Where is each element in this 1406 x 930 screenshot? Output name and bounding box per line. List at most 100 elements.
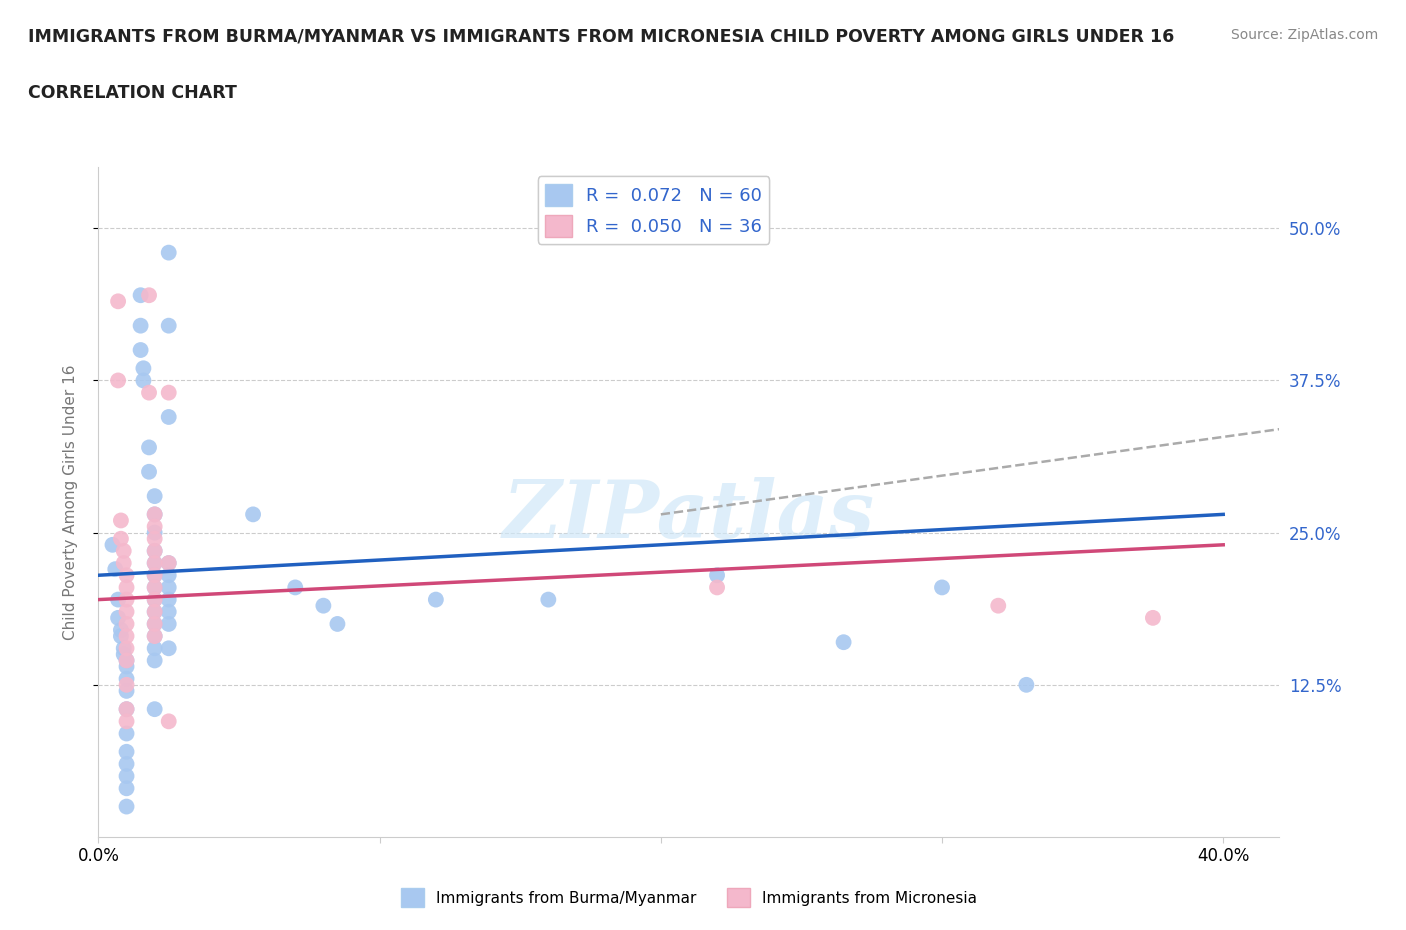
Point xyxy=(138,464,160,479)
Point xyxy=(157,385,180,400)
Point xyxy=(129,318,152,333)
Point xyxy=(110,629,132,644)
Point xyxy=(143,543,166,558)
Point xyxy=(157,409,180,424)
Point xyxy=(157,580,180,595)
Point xyxy=(115,604,138,619)
Point xyxy=(115,714,138,729)
Point xyxy=(143,617,166,631)
Point xyxy=(115,592,138,607)
Point xyxy=(157,555,180,570)
Y-axis label: Child Poverty Among Girls Under 16: Child Poverty Among Girls Under 16 xyxy=(63,365,77,640)
Point xyxy=(138,287,160,302)
Point xyxy=(143,507,166,522)
Point xyxy=(115,684,138,698)
Point xyxy=(115,653,138,668)
Point xyxy=(107,610,129,625)
Text: Source: ZipAtlas.com: Source: ZipAtlas.com xyxy=(1230,28,1378,42)
Point xyxy=(112,641,135,656)
Point xyxy=(115,726,138,741)
Point xyxy=(931,580,953,595)
Point xyxy=(143,525,166,540)
Point xyxy=(143,604,166,619)
Point xyxy=(706,580,728,595)
Point xyxy=(115,671,138,686)
Point xyxy=(157,318,180,333)
Point xyxy=(143,531,166,546)
Point xyxy=(143,568,166,583)
Point xyxy=(143,653,166,668)
Point xyxy=(143,519,166,534)
Point xyxy=(115,659,138,674)
Point xyxy=(112,555,135,570)
Point xyxy=(110,531,132,546)
Point xyxy=(115,568,138,583)
Point xyxy=(143,555,166,570)
Point xyxy=(157,604,180,619)
Point xyxy=(143,543,166,558)
Point xyxy=(115,744,138,759)
Point xyxy=(706,568,728,583)
Point xyxy=(115,781,138,796)
Point xyxy=(101,538,124,552)
Point xyxy=(312,598,335,613)
Point xyxy=(115,617,138,631)
Point xyxy=(115,653,138,668)
Text: IMMIGRANTS FROM BURMA/MYANMAR VS IMMIGRANTS FROM MICRONESIA CHILD POVERTY AMONG : IMMIGRANTS FROM BURMA/MYANMAR VS IMMIGRA… xyxy=(28,28,1174,46)
Point xyxy=(107,592,129,607)
Point xyxy=(157,617,180,631)
Point xyxy=(115,702,138,717)
Point xyxy=(284,580,307,595)
Point xyxy=(143,629,166,644)
Point xyxy=(115,580,138,595)
Point xyxy=(112,543,135,558)
Text: CORRELATION CHART: CORRELATION CHART xyxy=(28,84,238,101)
Point xyxy=(143,641,166,656)
Point xyxy=(143,617,166,631)
Point xyxy=(1015,677,1038,692)
Point xyxy=(110,622,132,637)
Point xyxy=(537,592,560,607)
Point xyxy=(143,702,166,717)
Point xyxy=(104,562,127,577)
Point xyxy=(832,635,855,650)
Text: ZIPatlas: ZIPatlas xyxy=(503,477,875,554)
Point xyxy=(115,756,138,771)
Point xyxy=(157,592,180,607)
Point xyxy=(157,641,180,656)
Point xyxy=(987,598,1010,613)
Point xyxy=(112,647,135,662)
Point xyxy=(115,629,138,644)
Point xyxy=(157,568,180,583)
Legend: Immigrants from Burma/Myanmar, Immigrants from Micronesia: Immigrants from Burma/Myanmar, Immigrant… xyxy=(395,883,983,913)
Point xyxy=(115,702,138,717)
Point xyxy=(143,629,166,644)
Point xyxy=(157,714,180,729)
Point xyxy=(107,294,129,309)
Point xyxy=(242,507,264,522)
Point xyxy=(157,246,180,260)
Point xyxy=(143,555,166,570)
Point xyxy=(143,488,166,503)
Point xyxy=(425,592,447,607)
Point xyxy=(132,361,155,376)
Point xyxy=(143,592,166,607)
Point xyxy=(143,592,166,607)
Point xyxy=(138,385,160,400)
Point xyxy=(115,769,138,784)
Point xyxy=(115,641,138,656)
Point xyxy=(129,342,152,357)
Legend: R =  0.072   N = 60, R =  0.050   N = 36: R = 0.072 N = 60, R = 0.050 N = 36 xyxy=(537,177,769,244)
Point xyxy=(107,373,129,388)
Point xyxy=(138,440,160,455)
Point xyxy=(1142,610,1164,625)
Point xyxy=(115,677,138,692)
Point xyxy=(326,617,349,631)
Point xyxy=(143,507,166,522)
Point xyxy=(157,555,180,570)
Point xyxy=(132,373,155,388)
Point xyxy=(143,604,166,619)
Point xyxy=(143,580,166,595)
Point xyxy=(143,568,166,583)
Point xyxy=(143,580,166,595)
